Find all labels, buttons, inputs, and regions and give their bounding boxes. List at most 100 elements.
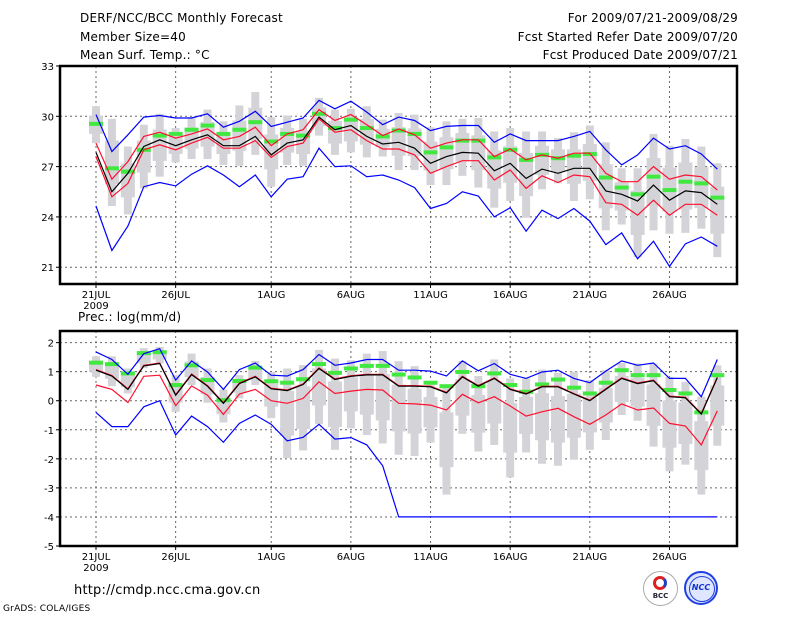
ensemble-range-box (359, 374, 374, 415)
series-line-min (95, 399, 718, 518)
ensemble-range-box (614, 375, 629, 402)
series-line-lower (95, 117, 718, 216)
observation-marker (503, 383, 518, 388)
observation-marker (264, 379, 279, 384)
temp-panel-title: Mean Surf. Temp.: °C (80, 48, 210, 62)
x-tick-label: 26JUL (161, 552, 190, 563)
observation-marker (296, 133, 311, 138)
plot-frame (58, 329, 739, 548)
observation-marker (439, 145, 454, 150)
forecast-period: For 2009/07/21-2009/08/29 (567, 11, 738, 25)
ensemble-range-box (598, 387, 613, 423)
prec-panel-title: Prec.: log(mm/d) (78, 310, 182, 324)
ensemble-range-box (296, 386, 311, 430)
ensemble-range-box (487, 380, 502, 424)
ensemble-range-box (455, 379, 470, 416)
observation-marker (359, 363, 374, 368)
observation-marker (455, 369, 470, 374)
ensemble-range-box (136, 140, 151, 173)
ensemble-range-box (104, 140, 119, 185)
ensemble-range-box (312, 368, 327, 406)
y-tick-label: -1 (44, 426, 54, 437)
observation-marker (168, 131, 183, 136)
ensemble-range-box (646, 384, 661, 426)
ensemble-range-box (343, 377, 358, 412)
ensemble-range-box (630, 377, 645, 407)
series-line-max (95, 99, 718, 170)
observation-marker (152, 350, 167, 355)
temperature-panel: 21 24 27 30 33 21JUL 26JUL 1AUG 6AUG 11AUG 16AUG 21… (41, 62, 739, 312)
observation-marker (423, 150, 438, 155)
ensemble-range-box (550, 396, 565, 443)
x-tick-label: 26AUG (652, 290, 687, 301)
ensemble-range-box (391, 384, 406, 432)
ensemble-range-box (280, 390, 295, 436)
ensemble-range-box (375, 374, 390, 421)
series-line-lower (95, 374, 718, 447)
observation-marker (439, 384, 454, 389)
observation-marker (678, 391, 693, 396)
member-size: Member Size=40 (80, 30, 186, 44)
y-tick-label: 0 (48, 397, 54, 408)
observation-marker (232, 378, 247, 383)
observation-marker (630, 192, 645, 197)
observation-marker (280, 380, 295, 385)
observation-marker (296, 377, 311, 382)
bcc-logo-text: BCC (652, 592, 669, 600)
observation-marker (375, 134, 390, 139)
start-date: Fcst Started Refer Date 2009/07/20 (517, 30, 738, 44)
ensemble-range-box (423, 141, 438, 171)
observation-marker (216, 398, 231, 403)
ensemble-range-box (455, 133, 470, 162)
x-tick-label: 11AUG (413, 290, 448, 301)
observation-marker (248, 365, 263, 370)
observation-marker (232, 127, 247, 132)
ensemble-range-box (439, 412, 454, 468)
x-tick-label: 16AUG (493, 290, 528, 301)
observation-marker (614, 185, 629, 190)
ensemble-range-box (343, 119, 358, 142)
y-tick-label: 30 (41, 112, 54, 123)
observation-marker (312, 362, 327, 367)
y-tick-label: -4 (44, 513, 54, 524)
observation-marker (359, 126, 374, 131)
y-tick-label: 2 (48, 339, 54, 350)
y-tick-label: 33 (41, 62, 54, 73)
figure-title: DERF/NCC/BCC Monthly Forecast (80, 11, 283, 25)
ensemble-range-box (487, 150, 502, 189)
ensemble-range-box (582, 397, 597, 433)
ensemble-range-box (136, 353, 151, 364)
observation-marker (248, 120, 263, 125)
ensemble-range-box (152, 351, 167, 360)
ensemble-range-box (248, 366, 263, 380)
observation-marker (375, 363, 390, 368)
ensemble-range-box (503, 403, 518, 453)
y-tick-label: 21 (41, 263, 54, 274)
observation-marker (343, 117, 358, 122)
observation-marker (566, 385, 581, 390)
ensemble-range-box (694, 167, 709, 209)
ensemble-range-box (89, 361, 103, 372)
observation-marker (327, 370, 342, 375)
observation-marker (104, 166, 119, 171)
ensemble-range-box (662, 400, 677, 448)
ensemble-range-box (120, 163, 135, 198)
ensemble-range-box (550, 149, 565, 173)
observation-marker (120, 169, 135, 174)
series-line-min (95, 147, 718, 268)
y-tick-label: -3 (44, 484, 54, 495)
x-tick-label: 6AUG (337, 290, 365, 301)
source-url[interactable]: http://cmdp.ncc.cma.gov.cn (74, 583, 261, 598)
x-tick-label: 26AUG (652, 552, 687, 563)
observation-marker (582, 391, 597, 396)
ensemble-range-box (678, 162, 693, 210)
observation-marker (407, 131, 422, 136)
grads-credit: GrADS: COLA/IGES (3, 604, 91, 614)
observation-marker (614, 368, 629, 373)
observation-marker (391, 372, 406, 377)
bcc-emblem-icon (653, 576, 667, 590)
series-line-upper (95, 108, 718, 191)
ensemble-range-box (710, 385, 725, 426)
x-tick-label: 21AUG (573, 552, 608, 563)
